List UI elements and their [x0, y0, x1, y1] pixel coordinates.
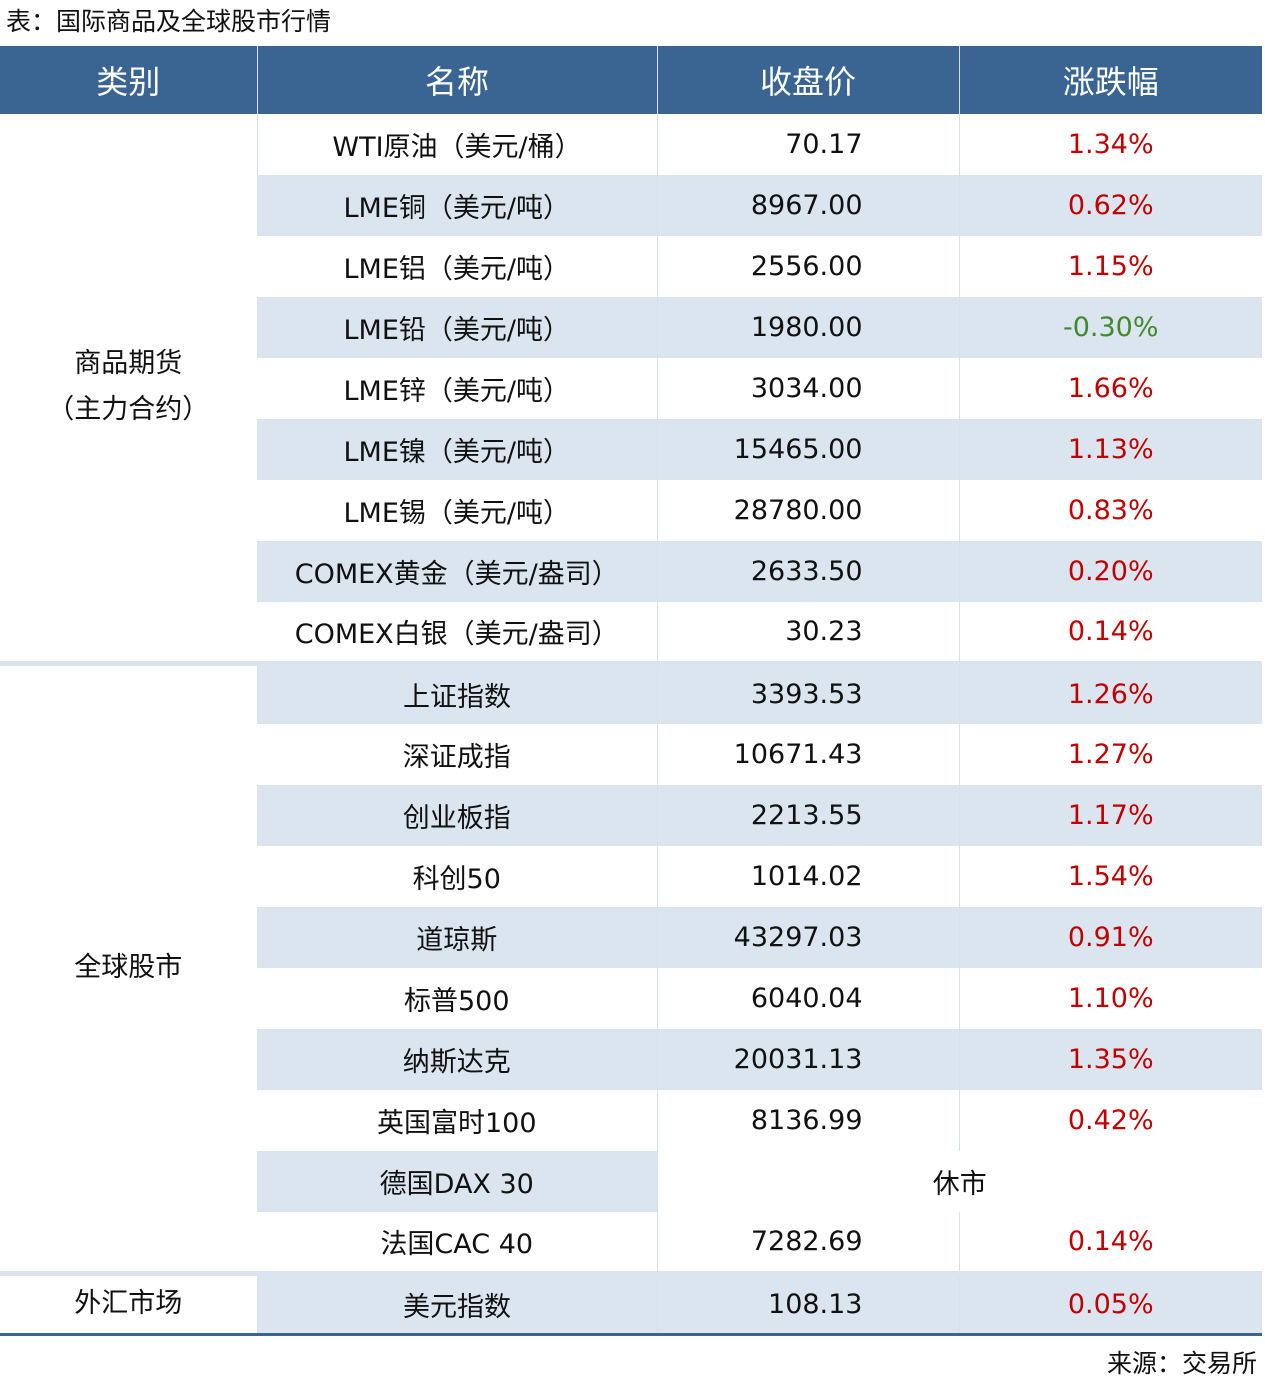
cell-name: COMEX黄金（美元/盎司） [257, 541, 657, 602]
cell-name: 美元指数 [256, 1270, 657, 1336]
header-category: 类别 [0, 46, 257, 114]
cell-name: COMEX白银（美元/盎司） [294, 618, 619, 650]
cell-price: 43297.03 [656, 907, 959, 968]
cell-price: 8136.99 [656, 1090, 959, 1151]
table-row: LME铝（美元/吨） 2556.00 1.15% [0, 236, 1262, 297]
market-table: 类别 名称 收盘价 涨跌幅 商品期货 （主力合约） WTI原油（美元/桶） 70… [0, 46, 1262, 1336]
category-commodities-line2: （主力合约） [47, 394, 210, 426]
source-note: 来源：交易所 [1106, 1349, 1257, 1378]
cell-price: 6040.04 [656, 968, 959, 1029]
cell-change: 1.10% [958, 968, 1262, 1029]
cell-price: 15465.00 [656, 419, 959, 480]
cell-name: LME锌（美元/吨） [343, 376, 571, 407]
cell-price: 108.13 [656, 1270, 959, 1336]
table-row: LME铅（美元/吨） 1980.00 -0.30% [0, 297, 1262, 358]
cell-change: 0.14% [958, 1212, 1262, 1273]
cell-price: 8967.00 [656, 175, 959, 236]
cell-change: 1.26% [958, 660, 1262, 724]
cell-change: 0.83% [958, 480, 1262, 541]
cell-name: 深证成指 [402, 742, 511, 773]
cell-price: 70.17 [656, 114, 959, 175]
cell-name: 德国DAX 30 [257, 1151, 657, 1212]
table-row: 全球股市 上证指数 3393.53 1.26% [0, 660, 1262, 1273]
cell-change: 1.35% [958, 1029, 1262, 1090]
cell-change: 0.20% [958, 541, 1262, 602]
cell-name: 纳斯达克 [257, 1029, 657, 1090]
cell-name: 标普500 [403, 986, 510, 1017]
cell-price: 2633.50 [656, 541, 959, 602]
cell-price: 1014.02 [656, 846, 959, 907]
cell-name: 道琼斯 [257, 907, 657, 968]
table-row: 商品期货 （主力合约） WTI原油（美元/桶） 70.17 1.34% [0, 114, 1262, 663]
table-row: COMEX黄金（美元/盎司） 2633.50 0.20% [0, 541, 1262, 602]
cell-change: 0.05% [958, 1270, 1262, 1336]
cell-change: 1.54% [958, 846, 1262, 907]
cell-name: LME铜（美元/吨） [257, 175, 657, 236]
table-row: 法国CAC 40 7282.69 0.14% [0, 1212, 1262, 1273]
table-row: 外汇市场 美元指数 108.13 0.05% [0, 1270, 1262, 1336]
table-row: 深证成指 10671.43 1.27% [0, 724, 1262, 785]
cell-price: 3393.53 [656, 660, 959, 724]
category-commodities: 商品期货 （主力合约） [0, 114, 257, 663]
category-stocks: 全球股市 [0, 660, 257, 1273]
cell-change: 1.27% [958, 724, 1262, 785]
cell-change: 0.91% [958, 907, 1262, 968]
cell-change: -0.30% [958, 297, 1262, 358]
table-row: LME铜（美元/吨） 8967.00 0.62% [0, 175, 1262, 236]
table-caption: 表：国际商品及全球股市行情 [6, 7, 332, 36]
category-commodities-line1: 商品期货 [74, 348, 183, 380]
category-fx: 外汇市场 [0, 1270, 257, 1336]
cell-name: 上证指数 [256, 660, 657, 724]
table-row: COMEX白银（美元/盎司） 30.23 0.14% [0, 602, 1262, 663]
header-close-price: 收盘价 [656, 46, 959, 114]
table-row: LME镍（美元/吨） 15465.00 1.13% [0, 419, 1262, 480]
header-name: 名称 [256, 46, 657, 114]
cell-price: 28780.00 [656, 480, 959, 541]
cell-change: 1.34% [958, 114, 1262, 175]
cell-price: 30.23 [656, 602, 959, 663]
table-row: 科创50 1014.02 1.54% [0, 846, 1262, 907]
cell-name: LME铅（美元/吨） [257, 297, 657, 358]
cell-change: 1.66% [958, 358, 1262, 419]
cell-price: 3034.00 [656, 358, 959, 419]
table-row: 创业板指 2213.55 1.17% [0, 785, 1262, 846]
cell-name: WTI原油（美元/桶） [256, 114, 657, 175]
cell-change: 1.15% [958, 236, 1262, 297]
table-row: LME锡（美元/吨） 28780.00 0.83% [0, 480, 1262, 541]
cell-change: 1.17% [958, 785, 1262, 846]
cell-change: 0.62% [958, 175, 1262, 236]
table-row: 道琼斯 43297.03 0.91% [0, 907, 1262, 968]
cell-market-closed: 休市 [656, 1151, 1262, 1212]
cell-price: 7282.69 [656, 1212, 959, 1273]
header-row: 类别 名称 收盘价 涨跌幅 [0, 46, 1262, 114]
cell-price: 1980.00 [656, 297, 959, 358]
cell-name: 科创50 [412, 864, 501, 895]
cell-name: LME铝（美元/吨） [343, 254, 571, 285]
table-row: LME锌（美元/吨） 3034.00 1.66% [0, 358, 1262, 419]
cell-price: 10671.43 [656, 724, 959, 785]
cell-name: LME镍（美元/吨） [257, 419, 657, 480]
cell-name: 创业板指 [257, 785, 657, 846]
table-row: 纳斯达克 20031.13 1.35% [0, 1029, 1262, 1090]
cell-change: 0.42% [958, 1090, 1262, 1151]
cell-name: LME锡（美元/吨） [343, 498, 571, 529]
cell-price: 2556.00 [656, 236, 959, 297]
cell-name: 英国富时100 [376, 1108, 537, 1139]
table-row: 英国富时100 8136.99 0.42% [0, 1090, 1262, 1151]
cell-change: 1.13% [958, 419, 1262, 480]
cell-price: 2213.55 [656, 785, 959, 846]
cell-price: 20031.13 [656, 1029, 959, 1090]
table-row: 标普500 6040.04 1.10% [0, 968, 1262, 1029]
cell-change: 0.14% [958, 602, 1262, 663]
table-row: 德国DAX 30 休市 [0, 1151, 1262, 1212]
cell-name: 法国CAC 40 [380, 1228, 534, 1260]
header-change: 涨跌幅 [958, 46, 1262, 114]
